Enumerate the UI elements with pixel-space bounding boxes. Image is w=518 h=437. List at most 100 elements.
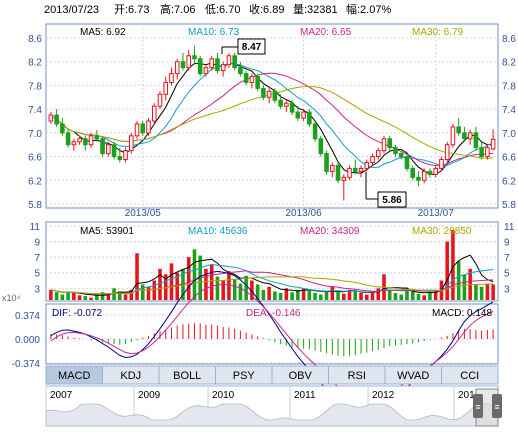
macd-histogram bbox=[50, 322, 494, 357]
volume-bar bbox=[416, 293, 421, 300]
volume-bar bbox=[146, 286, 151, 300]
price-y-tick-left: 7.8 bbox=[28, 81, 42, 92]
candle-body bbox=[255, 76, 260, 89]
macd-dea-label: DEA: -0.146 bbox=[246, 308, 301, 319]
volume-bar bbox=[66, 291, 70, 300]
tab-cci[interactable] bbox=[441, 365, 499, 385]
candle-body bbox=[232, 55, 237, 69]
candle-body bbox=[467, 132, 473, 140]
volume-ma30-line bbox=[50, 276, 494, 295]
volume-bar bbox=[100, 292, 105, 300]
candle-body bbox=[226, 55, 232, 66]
volume-y-axis: 11 11 9 9 7 7 5 5 3 3 bbox=[30, 222, 515, 295]
volume-bar bbox=[158, 268, 162, 300]
volume-bar bbox=[221, 280, 225, 300]
volume-bar bbox=[60, 294, 65, 300]
volume-bar bbox=[261, 289, 266, 300]
volume-bar bbox=[89, 297, 93, 300]
volume-bar bbox=[123, 294, 128, 300]
macd-y-tick: -0.374 bbox=[12, 359, 41, 370]
volume-bar bbox=[72, 292, 76, 300]
candle-body bbox=[416, 176, 421, 181]
tab-kdj-label: KDJ bbox=[120, 370, 141, 382]
volume-bar bbox=[106, 293, 111, 300]
candle-body bbox=[433, 167, 438, 175]
candle-body bbox=[117, 156, 123, 161]
volume-bar bbox=[347, 289, 352, 300]
candle-body bbox=[324, 153, 329, 172]
volume-bar bbox=[135, 253, 139, 300]
navigator-right-handle[interactable]: ≡ bbox=[492, 394, 502, 418]
candle-body bbox=[180, 61, 186, 69]
header-close: 收:6.89 bbox=[249, 2, 284, 16]
candle-body bbox=[381, 138, 387, 152]
price-y-tick-left: 6.6 bbox=[28, 153, 42, 164]
price-y-tick-left: 7.0 bbox=[28, 129, 42, 140]
volume-bar bbox=[232, 278, 237, 300]
volume-bar bbox=[359, 292, 363, 300]
price-y-tick-right: 7.8 bbox=[502, 81, 516, 92]
high-callout-label: 8.47 bbox=[242, 42, 262, 53]
candle-body bbox=[421, 170, 427, 181]
price-y-tick-left: 8.6 bbox=[28, 34, 42, 45]
volume-bar bbox=[267, 286, 271, 300]
volume-bar bbox=[422, 295, 426, 300]
volume-bar bbox=[387, 289, 392, 300]
volume-bar bbox=[250, 280, 254, 300]
candle-body bbox=[335, 164, 341, 181]
candle-body bbox=[318, 138, 324, 155]
volume-bar bbox=[330, 286, 335, 300]
candle-body bbox=[151, 105, 157, 122]
handle-grip-icon: ≡ bbox=[475, 402, 480, 412]
volume-bar bbox=[118, 291, 122, 300]
header-open: 开:6.73 bbox=[114, 4, 149, 16]
tab-obv-label: OBV bbox=[289, 370, 313, 382]
price-ma-legend: MA5: 6.92 MA10: 6.73 MA20: 6.65 MA30: 6.79 bbox=[80, 27, 464, 38]
candle-body bbox=[220, 64, 226, 72]
candle-body bbox=[215, 58, 220, 72]
volume-ma5-line bbox=[50, 254, 494, 296]
price-ma30-line bbox=[50, 86, 494, 159]
volume-bar bbox=[140, 284, 145, 300]
candle-body bbox=[444, 144, 450, 161]
volume-bar bbox=[49, 289, 53, 300]
candle-body bbox=[71, 141, 77, 146]
volume-y-tick-left: 3 bbox=[34, 284, 40, 295]
volume-unit: x10⁴ bbox=[2, 293, 21, 303]
header-date: 2013/07/23 bbox=[44, 4, 99, 16]
candle-body bbox=[88, 135, 94, 146]
volume-bar bbox=[54, 292, 59, 300]
indicator-tabs: MACD KDJ BOLL PSY OBV RSI WVAD CCI bbox=[45, 365, 499, 385]
volume-bar bbox=[301, 288, 306, 300]
volume-y-tick-right: 5 bbox=[504, 269, 510, 280]
volume-bar bbox=[485, 283, 490, 300]
candle-body bbox=[77, 138, 82, 143]
macd-y-tick: 0.374 bbox=[15, 311, 40, 322]
candle-body bbox=[289, 102, 295, 113]
navigator-history-line bbox=[45, 403, 499, 427]
tab-cci-label: CCI bbox=[460, 370, 479, 382]
price-x-tick: 2013/07 bbox=[418, 208, 455, 219]
price-y-tick-right: 8.2 bbox=[502, 58, 516, 69]
price-y-tick-right: 8.6 bbox=[502, 34, 516, 45]
candle-body bbox=[140, 123, 146, 134]
volume-bar bbox=[273, 291, 277, 300]
header-low: 低:6.70 bbox=[205, 3, 240, 16]
macd-value-label: MACD: 0.148 bbox=[432, 308, 492, 319]
price-ma-legend-item: MA20: 6.65 bbox=[300, 27, 352, 38]
price-ma-legend-item: MA30: 6.79 bbox=[412, 27, 464, 38]
candle-body bbox=[393, 147, 398, 155]
volume-y-tick-left: 5 bbox=[34, 269, 40, 280]
price-y-tick-right: 6.6 bbox=[502, 153, 516, 164]
macd-y-axis: 0.374 0.000 -0.374 bbox=[12, 311, 498, 370]
candle-body bbox=[48, 114, 54, 122]
volume-bar bbox=[227, 271, 231, 300]
volume-bar bbox=[324, 291, 329, 300]
volume-y-tick-right: 9 bbox=[504, 238, 510, 249]
price-x-tick: 2013/05 bbox=[125, 208, 162, 219]
volume-bar bbox=[399, 294, 404, 300]
navigator-year-label: 2012 bbox=[372, 390, 395, 401]
candle-body bbox=[54, 114, 59, 125]
navigator-left-handle[interactable]: ≡ bbox=[473, 394, 483, 418]
volume-bar bbox=[192, 249, 197, 300]
